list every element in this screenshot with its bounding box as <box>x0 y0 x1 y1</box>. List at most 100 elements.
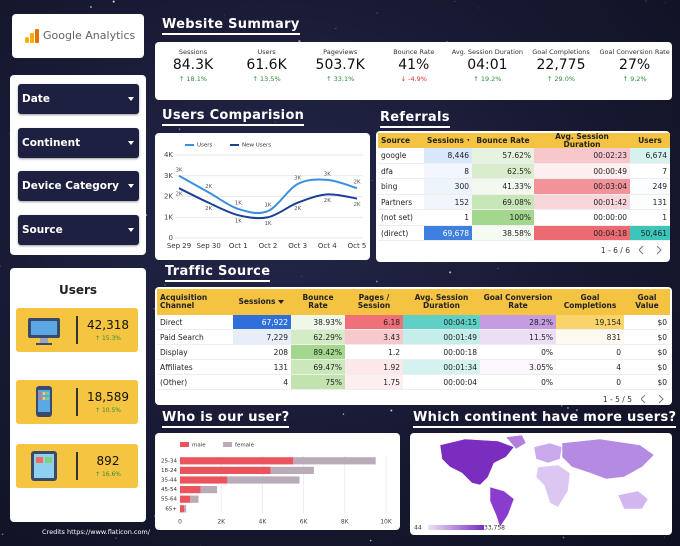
data-label: 1K <box>264 203 271 209</box>
up-arrow: ↑ <box>95 407 102 414</box>
change-value: 15.3% <box>101 335 121 342</box>
table-cell: 62.29% <box>291 330 345 345</box>
bar-chart-panel: 0 2K 4K 6K 8K 10K male female 25-34 18-24 35-44 45-… <box>155 433 400 530</box>
table-cell: 00:00:49 <box>534 163 630 179</box>
header-text: Users <box>638 135 662 145</box>
data-label: 2K <box>353 202 360 208</box>
star <box>478 7 480 9</box>
data-label: 3K <box>175 167 182 173</box>
data-label: 3K <box>294 176 301 182</box>
data-label: 3K <box>324 171 331 177</box>
table-cell: 11.5% <box>480 330 556 345</box>
prev-page[interactable] <box>641 395 646 404</box>
x-tick-label: 10K <box>380 519 393 526</box>
legend-bar <box>428 525 484 530</box>
asia <box>561 438 655 480</box>
app <box>45 457 52 463</box>
app <box>42 392 46 395</box>
up-arrow: ↑ <box>546 75 555 83</box>
change-value: 19.2% <box>480 75 502 83</box>
data-label: 1K <box>235 200 242 206</box>
prev-page[interactable] <box>639 246 644 255</box>
column-header: Source <box>378 133 424 148</box>
bar <box>180 486 201 494</box>
line-chart-panel: 0 1K 2K 3K 4K Sep 29 Sep 30 Oct 1 Oct 2 Oct 3 Oct … <box>155 133 370 260</box>
app <box>46 392 49 395</box>
star <box>342 413 345 415</box>
kpi-change: ↑ 33.1% <box>304 75 376 83</box>
table-cell: 19,154 <box>556 315 624 330</box>
star <box>182 417 185 420</box>
change-value: 10.5% <box>101 407 121 414</box>
table-cell: 69,678 <box>424 225 472 241</box>
y-tick-label: 0 <box>169 234 173 242</box>
star <box>274 121 276 123</box>
star <box>562 536 565 539</box>
device-change: ↑ 15.3% <box>78 335 138 342</box>
table-cell: $0 <box>624 360 670 375</box>
logo-icon <box>25 29 39 43</box>
legend-label: Users <box>197 143 213 149</box>
x-tick-label: 2K <box>217 519 226 526</box>
greenland <box>505 434 527 450</box>
app <box>39 392 42 395</box>
line-chart: 0 1K 2K 3K 4K Sep 29 Sep 30 Oct 1 Oct 2 Oct 3 Oct … <box>164 143 366 251</box>
bar <box>180 466 271 474</box>
section-title: Referrals <box>380 110 450 128</box>
filter-dropdown[interactable]: Source <box>18 215 139 246</box>
dropdown-arrow <box>128 140 134 145</box>
filter-dropdown[interactable]: Device Category <box>18 171 139 202</box>
filter-label: Device Category <box>22 180 119 193</box>
arrow <box>128 140 134 145</box>
line <box>178 187 358 220</box>
y-tick-label: 65+ <box>165 506 177 512</box>
column-header: Bounce Rate <box>472 133 534 148</box>
table-cell: 00:00:04 <box>403 375 480 390</box>
map-panel: 44 33,758 <box>410 433 672 535</box>
filter-label: Date <box>22 93 50 105</box>
bar <box>227 476 300 484</box>
next-page[interactable] <box>659 395 664 404</box>
header-text: Bounce Rate <box>302 293 334 310</box>
table-cell: 6.18 <box>345 315 403 330</box>
header-text: Acquisition Channel <box>160 293 208 310</box>
table-cell: 00:01:42 <box>534 194 630 210</box>
x-tick-label: 4K <box>259 519 268 526</box>
filter-label: Continent <box>22 136 81 149</box>
table-cell: bing <box>378 179 424 195</box>
legend-max: 33,758 <box>484 525 505 532</box>
star <box>665 2 667 4</box>
filter-dropdown[interactable]: Date <box>18 84 139 114</box>
table-cell: 00:02:23 <box>534 148 630 164</box>
filter-dropdown[interactable]: Continent <box>18 127 139 158</box>
column-header: Bounce Rate <box>291 289 345 315</box>
arrow <box>128 184 134 189</box>
screen <box>38 390 50 412</box>
next-page[interactable] <box>657 246 662 255</box>
base <box>36 343 52 345</box>
star <box>178 128 181 131</box>
table-cell: 8 <box>424 163 472 179</box>
x-tick-label: 8K <box>341 519 350 526</box>
table-cell: Affiliates <box>157 360 233 375</box>
kpi-value: 61.6K <box>246 57 287 73</box>
table-cell: 1.2 <box>345 345 403 360</box>
table-cell: 7,229 <box>233 330 291 345</box>
table-cell: 6,674 <box>630 148 670 164</box>
table-cell: 4 <box>233 375 291 390</box>
star <box>168 263 169 264</box>
section-title: Traffic Source <box>165 264 271 282</box>
bar <box>200 486 218 494</box>
logo-bar <box>30 33 34 43</box>
change-value: 16.6% <box>101 471 121 478</box>
change-value: -4.9% <box>408 75 427 83</box>
device-card: 42,318 ↑ 15.3% <box>16 308 138 352</box>
table-cell: 300 <box>424 179 472 195</box>
column-header: Pages / Session <box>345 289 403 315</box>
bar <box>184 505 187 513</box>
star <box>335 27 337 29</box>
sort-arrow <box>466 138 469 142</box>
table-cell: 41.33% <box>472 179 534 195</box>
star <box>0 265 1 267</box>
stand <box>40 338 48 343</box>
